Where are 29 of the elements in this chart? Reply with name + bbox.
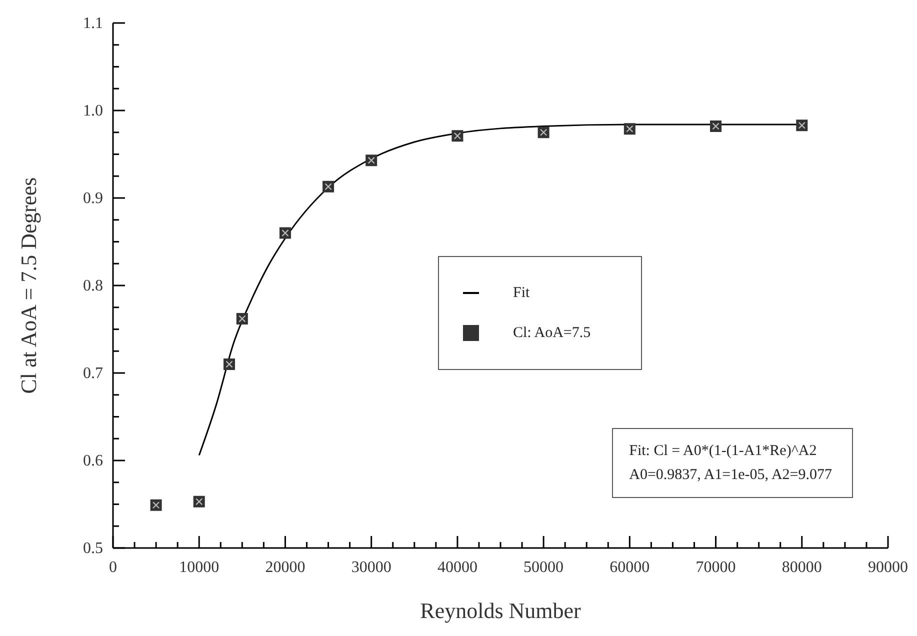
y-tick-label: 1.1 xyxy=(83,15,103,32)
point xyxy=(538,126,550,138)
point xyxy=(236,313,248,324)
y-tick-label: 0.5 xyxy=(83,540,103,557)
point xyxy=(624,123,636,135)
x-tick-label: 20000 xyxy=(265,559,306,576)
legend-label: Cl: AoA=7.5 xyxy=(513,325,591,341)
point xyxy=(279,227,291,239)
x-tick-label: 80000 xyxy=(782,559,822,576)
x-tick-label: 0 xyxy=(109,559,117,576)
point xyxy=(452,130,464,142)
y-tick-label: 1.0 xyxy=(83,102,103,120)
x-tick-label: 40000 xyxy=(437,559,478,576)
y-tick-label: 0.7 xyxy=(83,365,103,382)
y-tick-label: 0.8 xyxy=(83,278,103,294)
x-tick-label: 30000 xyxy=(351,559,392,576)
point xyxy=(193,496,205,508)
y-tick-label: 0.9 xyxy=(83,190,103,207)
x-tick-label: 70000 xyxy=(696,559,736,576)
x-tick-label: 60000 xyxy=(610,559,650,576)
legend-label: Fit xyxy=(513,285,530,301)
point xyxy=(150,499,162,511)
x-axis-title: Reynolds Number xyxy=(420,598,582,623)
x-tick-label: 10000 xyxy=(179,559,220,576)
x-tick-label: 90000 xyxy=(868,559,908,576)
x-tick-label: 50000 xyxy=(524,559,564,576)
y-tick-label: 0.6 xyxy=(83,452,103,470)
annotation: Fit: Cl = A0*(1-(1-A1*Re)^A2 A0=0.9837, A1=1e-05, A2=9.077 xyxy=(629,442,832,485)
y-axis-title: Cl at AoA = 7.5 Degrees xyxy=(16,177,41,394)
